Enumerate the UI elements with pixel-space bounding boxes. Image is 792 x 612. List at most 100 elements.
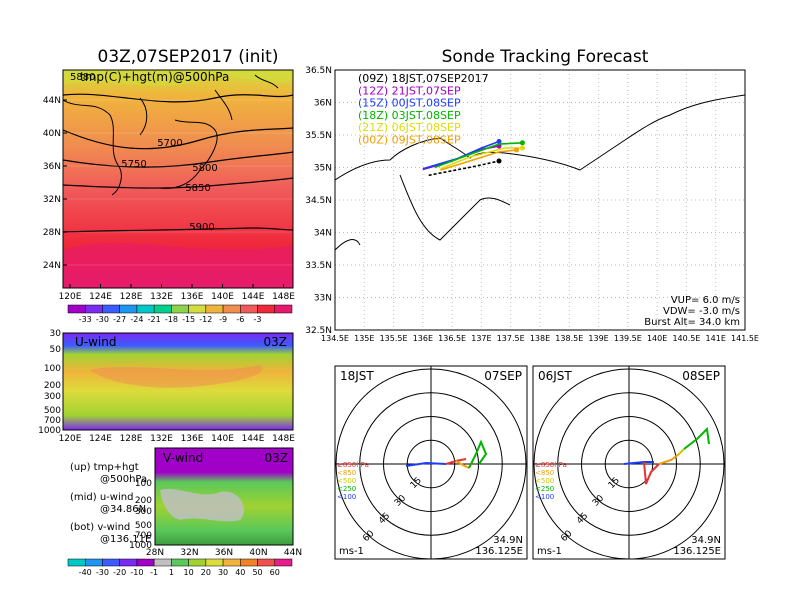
colorbar-swatch <box>222 558 241 567</box>
polar-plot-left: 18JST 07SEP15304560≥850hPa<850<500<250<10… <box>334 365 528 560</box>
track-legend-entry: (15Z) 00JST,08SEP <box>358 97 461 110</box>
lon-tick-label: 148E <box>272 292 295 302</box>
legend-line: @34.86N <box>100 504 146 515</box>
lat-tick-label: 36N <box>215 548 233 558</box>
left-title: 03Z,07SEP2017 (init) <box>98 47 279 67</box>
track-map-frame <box>334 69 746 331</box>
v-wind-lat-labels: 28N 32N 36N 40N 44N <box>146 548 302 558</box>
contour-line <box>63 127 293 150</box>
colorbar-swatch <box>257 558 276 567</box>
colorbar-label: -30 <box>96 568 109 577</box>
colorbar-swatch <box>102 558 120 567</box>
polar-level-label: ≥850hPa <box>535 461 567 469</box>
colorbar-swatch <box>188 304 207 314</box>
coastline <box>399 174 511 241</box>
polar-unit: ms-1 <box>537 546 562 557</box>
colorbar-swatch <box>119 558 138 567</box>
lon-tick-label: 136E <box>181 292 204 302</box>
lat-tick-label: 33N <box>314 294 332 304</box>
track-series <box>422 139 525 177</box>
polar-lat: 34.9N <box>493 535 523 546</box>
colorbar-label: -3 <box>254 315 262 324</box>
track-legend-entry: (18Z) 03JST,08SEP <box>358 109 461 122</box>
pressure-tick-label: 200 <box>44 381 61 391</box>
polar-trace <box>643 461 660 485</box>
lon-tick-label: 135E <box>354 334 374 343</box>
lat-tick-label: 33.5N <box>305 261 332 271</box>
lon-tick-label: 135.5E <box>380 334 408 343</box>
lat-tick-label: 36N <box>43 162 61 172</box>
lat-tick-label: 36N <box>314 99 332 109</box>
colorbar-swatch <box>205 558 224 567</box>
colorbar-swatch <box>171 304 189 314</box>
lat-tick-label: 28N <box>43 228 61 238</box>
temp-map-panel: 5880 tmp(C)+hgt(m)@500hPa 5700 5750 5800… <box>43 69 295 324</box>
polar-level-label: <250 <box>535 485 554 493</box>
colorbar-swatch <box>153 304 172 314</box>
lon-tick-label: 138.5E <box>555 334 583 343</box>
pressure-tick-label: 30 <box>50 329 62 339</box>
u-wind-frame <box>62 332 294 431</box>
lon-tick-label: 144E <box>242 434 265 444</box>
u-wind-core <box>90 365 263 388</box>
colorbar-label: 20 <box>201 568 211 577</box>
legend-line: (mid) u-wind <box>70 492 133 503</box>
colorbar-swatch <box>240 304 258 314</box>
lat-tick-label: 28N <box>146 548 164 558</box>
polar-level-label: ≥850hPa <box>337 461 369 469</box>
lon-tick-label: 120E <box>59 292 82 302</box>
polar-trace <box>678 448 685 455</box>
lon-tick-label: 140E <box>647 334 667 343</box>
lon-tick-label: 148E <box>272 434 295 444</box>
contour-label: 5800 <box>192 163 217 174</box>
track-legend-entry: (12Z) 21JST,07SEP <box>358 84 461 97</box>
colorbar-label: -18 <box>165 315 178 324</box>
colorbar-label: 50 <box>252 568 262 577</box>
lon-tick-label: 132E <box>150 434 173 444</box>
track-line <box>440 147 523 170</box>
pressure-tick-label: 200 <box>135 496 152 506</box>
polar-level-label: <500 <box>337 477 356 485</box>
polar-trace <box>468 439 488 469</box>
lat-tick-label: 35N <box>314 164 332 174</box>
lon-tick-label: 132E <box>150 292 173 302</box>
lon-tick-label: 141E <box>706 334 726 343</box>
polar-level-label: <850 <box>337 469 356 477</box>
colorbar-label: -27 <box>113 315 126 324</box>
pressure-tick-label: 700 <box>135 531 152 541</box>
contour-label: 5700 <box>157 138 182 149</box>
lon-tick-label: 136E <box>181 434 204 444</box>
colorbar-swatch <box>84 304 103 314</box>
colorbar-swatch <box>171 558 189 567</box>
track-legend-entry: (09Z) 18JST,07SEP2017 <box>358 72 489 85</box>
colorbar-label: -20 <box>113 568 126 577</box>
polar-level-label: <850 <box>535 469 554 477</box>
colorbar-swatch <box>274 558 293 567</box>
u-wind-label: U-wind <box>75 335 116 349</box>
lon-tick-label: 140E <box>211 292 234 302</box>
track-end-point <box>519 140 525 146</box>
colorbar-swatch <box>102 304 120 314</box>
temp-gridlines <box>63 99 293 266</box>
lon-tick-label: 128E <box>120 434 143 444</box>
colorbar-label: -10 <box>130 568 143 577</box>
colorbar-swatch <box>136 558 155 567</box>
colorbar-label: 40 <box>235 568 245 577</box>
pressure-tick-label: 500 <box>135 521 152 531</box>
colorbar-swatch <box>188 558 207 567</box>
coastlines <box>63 74 279 196</box>
contour-line <box>63 177 293 189</box>
lat-tick-label: 44N <box>43 96 61 106</box>
lat-tick-label: 35.5N <box>305 131 332 141</box>
lon-tick-label: 124E <box>89 292 112 302</box>
track-end-point <box>496 158 502 164</box>
temp-lat-labels: 44N 40N 36N 32N 28N 24N <box>43 96 67 271</box>
track-end-point <box>519 145 525 151</box>
u-wind-time: 03Z <box>264 335 288 349</box>
colorbar-label: -30 <box>96 315 109 324</box>
track-param: VUP= 6.0 m/s <box>671 295 740 306</box>
contour-line <box>63 151 293 168</box>
colorbar-label: 1 <box>169 568 174 577</box>
